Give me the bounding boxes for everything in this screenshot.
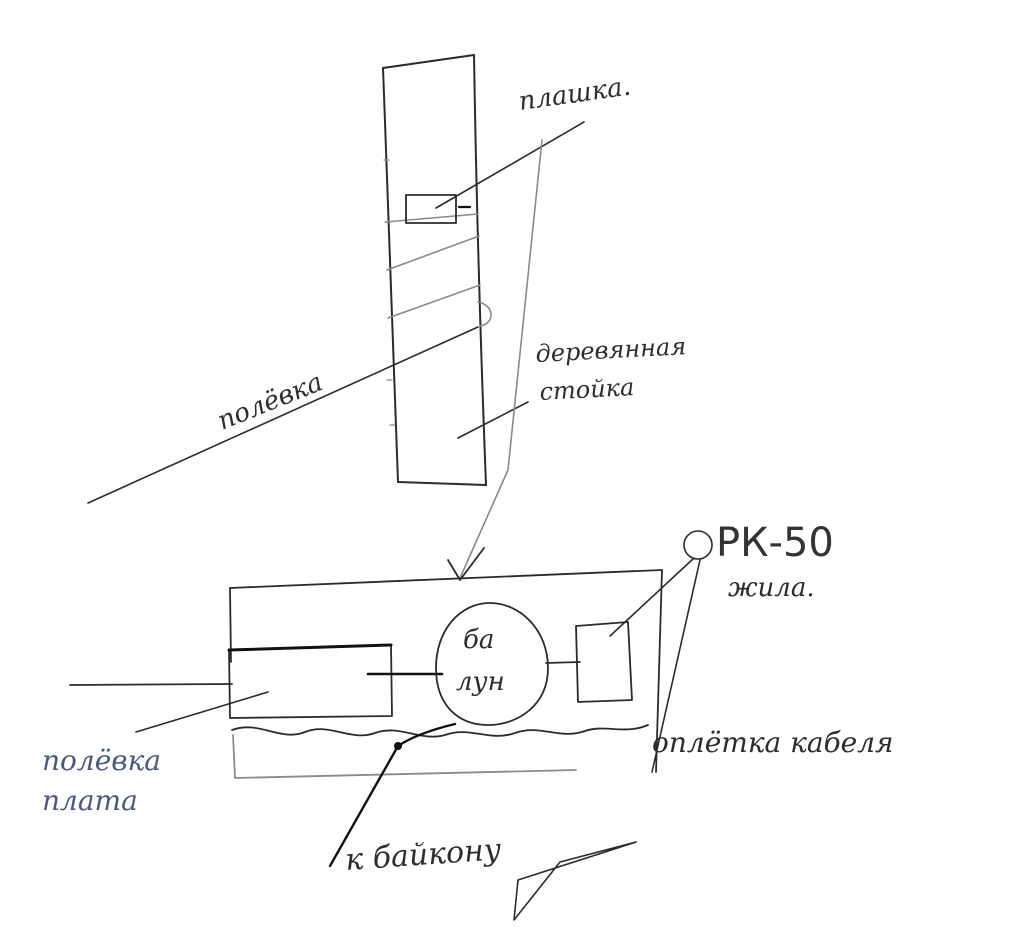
connector-block	[575, 621, 633, 703]
incoming-wire	[69, 683, 233, 686]
balun-block-link	[545, 661, 581, 664]
post-label-line1: деревянная	[535, 332, 687, 368]
plate-on-post	[405, 194, 472, 224]
board-label-line2: плата	[42, 784, 138, 817]
field-wire-line	[87, 326, 479, 504]
rk50-label: РК-50	[716, 520, 834, 566]
wooden-post	[382, 54, 487, 486]
balun-label-line2: лун	[456, 667, 505, 697]
mounting-box	[229, 569, 663, 779]
field-wire-label: полёвка	[213, 367, 327, 436]
core-label: жила.	[728, 573, 815, 603]
underline-flourish	[513, 841, 637, 921]
field-wire-board	[227, 643, 393, 719]
balun-label-line1: ба	[463, 625, 494, 655]
to-baikonur-label: к байкону	[344, 832, 503, 878]
post-leader-line	[457, 401, 529, 439]
board-label-line1: полёвка	[42, 744, 161, 777]
balun	[435, 602, 549, 726]
plate-leader-line	[435, 121, 585, 209]
to-baikonur-line	[328, 722, 457, 868]
cable-wave	[231, 724, 649, 738]
post-label-line2: стойка	[539, 373, 635, 406]
cable-braid-label: оплётка кабеля	[652, 726, 894, 759]
rk50-marker	[609, 530, 713, 773]
post-markings	[383, 159, 492, 426]
connection-arrow	[447, 139, 543, 581]
plate-label: плашка.	[517, 72, 633, 117]
board-leader-line	[135, 691, 269, 733]
